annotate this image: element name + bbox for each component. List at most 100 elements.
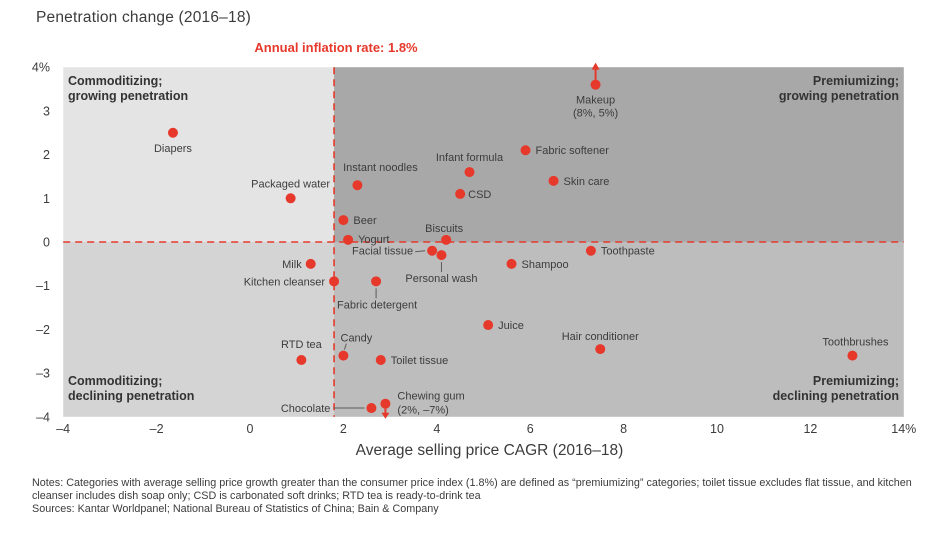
data-point-packaged-water: Packaged water [251, 178, 330, 204]
point-label: Toilet tissue [391, 355, 448, 367]
point-dot [847, 350, 858, 361]
x-tick-label: 10 [710, 422, 724, 436]
point-dot [343, 234, 354, 245]
x-axis-title: Average selling price CAGR (2016–18) [356, 442, 624, 459]
data-point-shampoo: Shampoo [506, 258, 569, 271]
data-point-hair-conditioner: Hair conditioner [562, 331, 639, 355]
data-point-fabric-softener: Fabric softener [520, 145, 610, 157]
quadrant-label-premiumizing-declining: Premiumizing; declining penetration [773, 374, 899, 403]
point-dot [167, 127, 178, 138]
point-label: CSD [468, 189, 491, 201]
point-dot [366, 403, 377, 414]
point-label: Makeup [576, 95, 615, 107]
quadrant-label-line: Commoditizing; [68, 374, 163, 388]
data-point-facial-tissue: Facial tissue [352, 245, 438, 258]
point-sublabel: (2%, –7%) [397, 405, 448, 417]
quadrant-top-left [63, 67, 335, 242]
quadrant-label-line: Commoditizing; [68, 74, 163, 88]
point-dot [483, 320, 494, 331]
point-dot [352, 180, 363, 191]
point-dot [590, 79, 601, 90]
arrow-head-icon [381, 412, 390, 419]
footnotes: Notes: Categories with average selling p… [32, 477, 916, 516]
label-connector-line [415, 250, 426, 253]
quadrant-label-premiumizing-growing: Premiumizing; growing penetration [779, 74, 899, 103]
point-label: Toothbrushes [822, 337, 889, 349]
point-label: Instant noodles [343, 162, 418, 174]
point-label: Diapers [154, 143, 192, 155]
quadrant-label-line: growing penetration [68, 88, 189, 103]
point-label: Chocolate [281, 403, 331, 415]
data-point-instant-noodles: Instant noodles [343, 162, 418, 191]
y-tick-label: –3 [36, 367, 50, 381]
y-tick-label: 2 [43, 148, 50, 162]
point-sublabel: (8%, 5%) [573, 108, 618, 120]
point-dot [506, 258, 517, 269]
point-dot [548, 175, 559, 186]
point-dot [371, 276, 382, 287]
y-tick-label: –4 [36, 410, 50, 424]
data-point-toothpaste: Toothpaste [585, 245, 655, 258]
point-label: Fabric detergent [337, 299, 417, 311]
quadrant-label-line: declining penetration [772, 388, 899, 403]
point-label: Candy [341, 333, 373, 345]
x-tick-label: 4 [433, 422, 440, 436]
point-label: Chewing gum [397, 391, 464, 403]
point-dot [464, 167, 475, 178]
sources-text: Sources: Kantar Worldpanel; National Bur… [32, 503, 439, 515]
point-dot [520, 145, 531, 156]
point-label: Facial tissue [352, 246, 413, 258]
arrow-head-icon [591, 62, 600, 70]
data-point-milk: Milk [282, 258, 316, 271]
notes-text: Notes: Categories with average selling p… [32, 477, 912, 502]
data-point-kitchen-cleanser: Kitchen cleanser [244, 276, 340, 288]
point-label: Packaged water [251, 178, 330, 190]
data-point-beer: Beer [338, 215, 377, 227]
data-point-makeup: Makeup(8%, 5%) [573, 62, 618, 120]
data-point-candy: Candy [338, 333, 373, 361]
y-tick-label: 0 [43, 236, 50, 250]
point-label: Fabric softener [536, 145, 610, 157]
y-tick-label: –2 [36, 323, 50, 337]
point-dot [329, 276, 340, 287]
point-label: RTD tea [281, 339, 323, 351]
data-point-csd: CSD [455, 188, 491, 201]
x-tick-label: –4 [56, 422, 70, 436]
y-tick-label: –1 [36, 279, 50, 293]
point-dot [427, 245, 438, 256]
data-point-skin-care: Skin care [548, 175, 609, 188]
data-point-biscuits: Biscuits [425, 223, 464, 245]
point-dot [585, 245, 596, 256]
quadrant-label-line: declining penetration [68, 388, 195, 403]
point-label: Juice [498, 320, 524, 332]
quadrant-bottom-left [63, 242, 335, 417]
point-label: Beer [353, 215, 377, 227]
x-tick-label: 14% [891, 422, 916, 436]
quadrant-bottom-right [334, 242, 904, 417]
data-point-chewing-gum: Chewing gum (2%, –7%) [380, 391, 465, 419]
data-point-infant-formula: Infant formula [436, 152, 504, 178]
point-dot [380, 398, 391, 409]
quadrant-label-line: growing penetration [778, 88, 899, 103]
x-tick-label: 0 [247, 422, 254, 436]
label-connector-line [343, 343, 347, 350]
point-label: Milk [282, 259, 302, 271]
data-point-toothbrushes: Toothbrushes [822, 337, 889, 361]
point-label: Yogurt [358, 234, 389, 246]
data-point-diapers: Diapers [154, 127, 192, 155]
inflation-rate-annotation: Annual inflation rate: 1.8% [254, 40, 418, 55]
data-point-chocolate: Chocolate [281, 403, 377, 415]
point-label: Toothpaste [601, 246, 655, 258]
data-point-personal-wash: Personal wash [405, 250, 478, 285]
x-tick-label: 8 [620, 422, 627, 436]
point-dot [441, 234, 452, 245]
quadrant-label-commoditizing-declining: Commoditizing; declining penetration [68, 374, 194, 403]
y-tick-label: 4% [32, 61, 50, 75]
y-tick-label: 3 [43, 104, 50, 118]
point-dot [455, 188, 466, 199]
point-label: Biscuits [425, 223, 463, 235]
data-point-rtd-tea: RTD tea [281, 339, 323, 365]
quadrant-label-commoditizing-growing: Commoditizing; growing penetration [68, 74, 188, 103]
